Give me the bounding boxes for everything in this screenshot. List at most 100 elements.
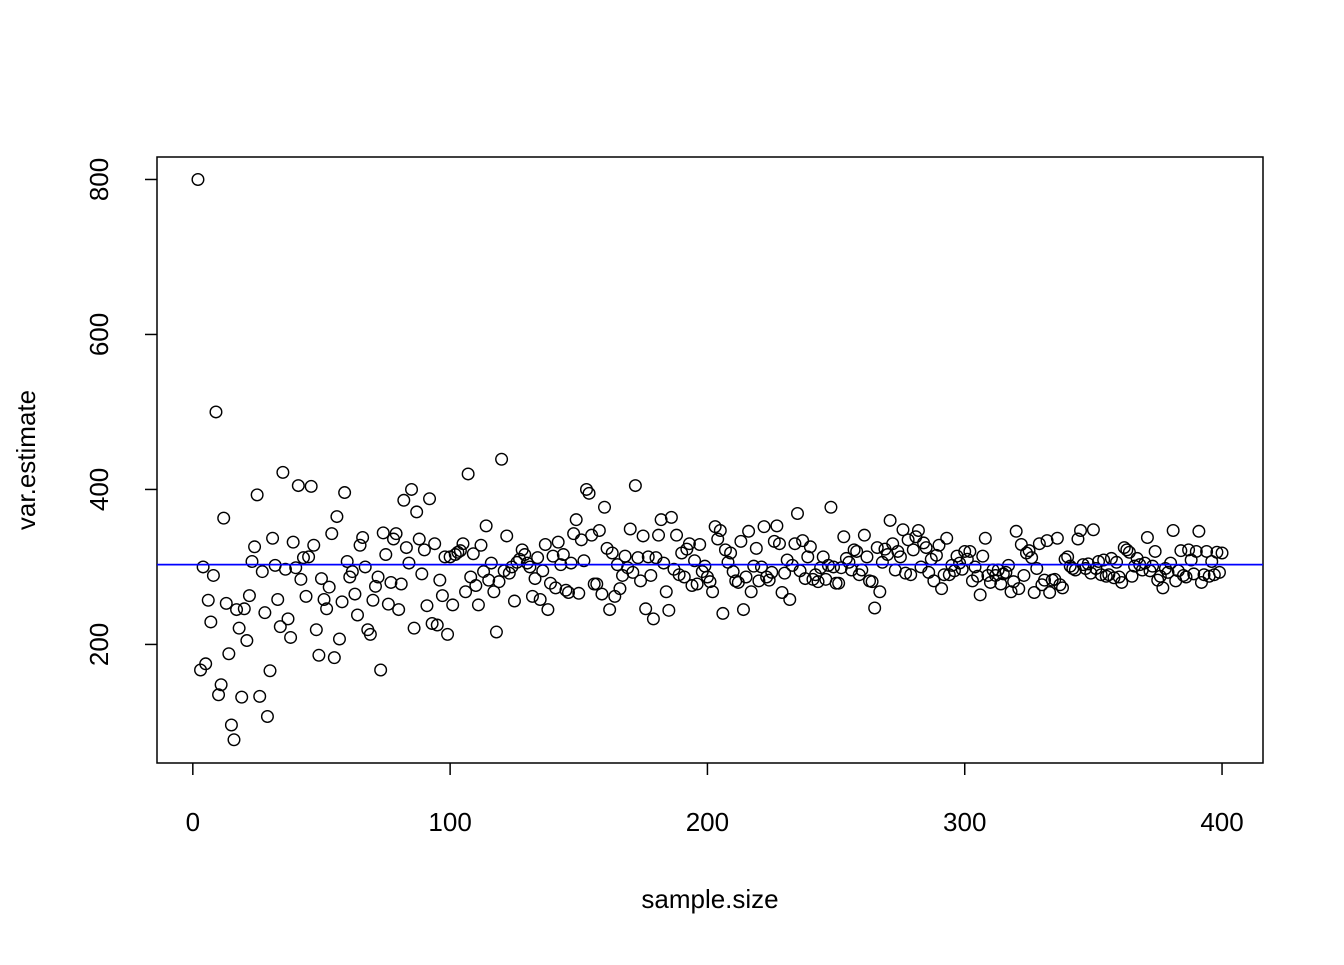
point bbox=[1192, 524, 1206, 538]
point bbox=[546, 549, 560, 563]
point bbox=[561, 586, 575, 600]
point bbox=[749, 541, 763, 555]
point bbox=[389, 527, 403, 541]
point bbox=[307, 538, 321, 552]
plot-box bbox=[156, 156, 1264, 764]
point bbox=[778, 566, 792, 580]
x-tick-label: 100 bbox=[428, 807, 471, 837]
point bbox=[1012, 582, 1026, 596]
point bbox=[1110, 555, 1124, 569]
point bbox=[296, 551, 310, 565]
point bbox=[1212, 565, 1226, 579]
point bbox=[242, 589, 256, 603]
point bbox=[703, 575, 717, 589]
point bbox=[958, 544, 972, 558]
point bbox=[1115, 575, 1129, 589]
point bbox=[904, 568, 918, 582]
point bbox=[770, 519, 784, 533]
point bbox=[363, 627, 377, 641]
point bbox=[1210, 545, 1224, 559]
point bbox=[790, 506, 804, 520]
point bbox=[1027, 586, 1041, 600]
point bbox=[1097, 553, 1111, 567]
point bbox=[1053, 578, 1067, 592]
point bbox=[394, 577, 408, 591]
point bbox=[976, 549, 990, 563]
point bbox=[1040, 534, 1054, 548]
point bbox=[376, 526, 390, 540]
point bbox=[711, 532, 725, 546]
point bbox=[399, 541, 413, 555]
point bbox=[317, 592, 331, 606]
point bbox=[358, 560, 372, 574]
point bbox=[469, 579, 483, 593]
point bbox=[978, 531, 992, 545]
point bbox=[214, 678, 228, 692]
y-axis-label: var.estimate bbox=[11, 390, 41, 530]
point bbox=[415, 567, 429, 581]
point bbox=[973, 588, 987, 602]
point bbox=[657, 556, 671, 570]
point bbox=[636, 529, 650, 543]
point bbox=[734, 534, 748, 548]
point bbox=[230, 603, 244, 617]
point bbox=[736, 603, 750, 617]
point bbox=[466, 547, 480, 561]
point bbox=[227, 733, 241, 747]
point bbox=[199, 657, 213, 671]
point bbox=[1061, 550, 1075, 564]
point bbox=[425, 617, 439, 631]
point bbox=[294, 572, 308, 586]
point bbox=[410, 505, 424, 519]
point bbox=[1120, 543, 1134, 557]
point bbox=[1166, 524, 1180, 538]
point bbox=[1187, 567, 1201, 581]
point bbox=[1099, 569, 1113, 583]
point bbox=[405, 482, 419, 496]
point bbox=[922, 565, 936, 579]
point bbox=[417, 543, 431, 557]
x-tick-label: 200 bbox=[686, 807, 729, 837]
point bbox=[191, 172, 205, 186]
point bbox=[1174, 544, 1188, 558]
x-tick-label: 400 bbox=[1200, 807, 1243, 837]
point bbox=[765, 565, 779, 579]
point bbox=[325, 527, 339, 541]
point bbox=[289, 561, 303, 575]
point bbox=[685, 579, 699, 593]
point bbox=[1200, 544, 1214, 558]
x-tick-label: 300 bbox=[943, 807, 986, 837]
point bbox=[744, 585, 758, 599]
point bbox=[392, 603, 406, 617]
point bbox=[634, 574, 648, 588]
point bbox=[335, 595, 349, 609]
point bbox=[837, 530, 851, 544]
point bbox=[1050, 531, 1064, 545]
point bbox=[309, 623, 323, 637]
point bbox=[204, 615, 218, 629]
point bbox=[276, 465, 290, 479]
point bbox=[237, 602, 251, 616]
point bbox=[664, 510, 678, 524]
point bbox=[911, 524, 925, 538]
point bbox=[739, 570, 753, 584]
point bbox=[585, 528, 599, 542]
point bbox=[932, 538, 946, 552]
point bbox=[209, 405, 223, 419]
point bbox=[248, 540, 262, 554]
point bbox=[284, 630, 298, 644]
point bbox=[873, 585, 887, 599]
point bbox=[528, 572, 542, 586]
point bbox=[847, 543, 861, 557]
point bbox=[441, 627, 455, 641]
point bbox=[1043, 586, 1057, 600]
point bbox=[914, 560, 928, 574]
point bbox=[590, 577, 604, 591]
point bbox=[567, 527, 581, 541]
point bbox=[716, 606, 730, 620]
point bbox=[369, 579, 383, 593]
point bbox=[1032, 537, 1046, 551]
point bbox=[1182, 543, 1196, 557]
point bbox=[870, 541, 884, 555]
point bbox=[801, 550, 815, 564]
